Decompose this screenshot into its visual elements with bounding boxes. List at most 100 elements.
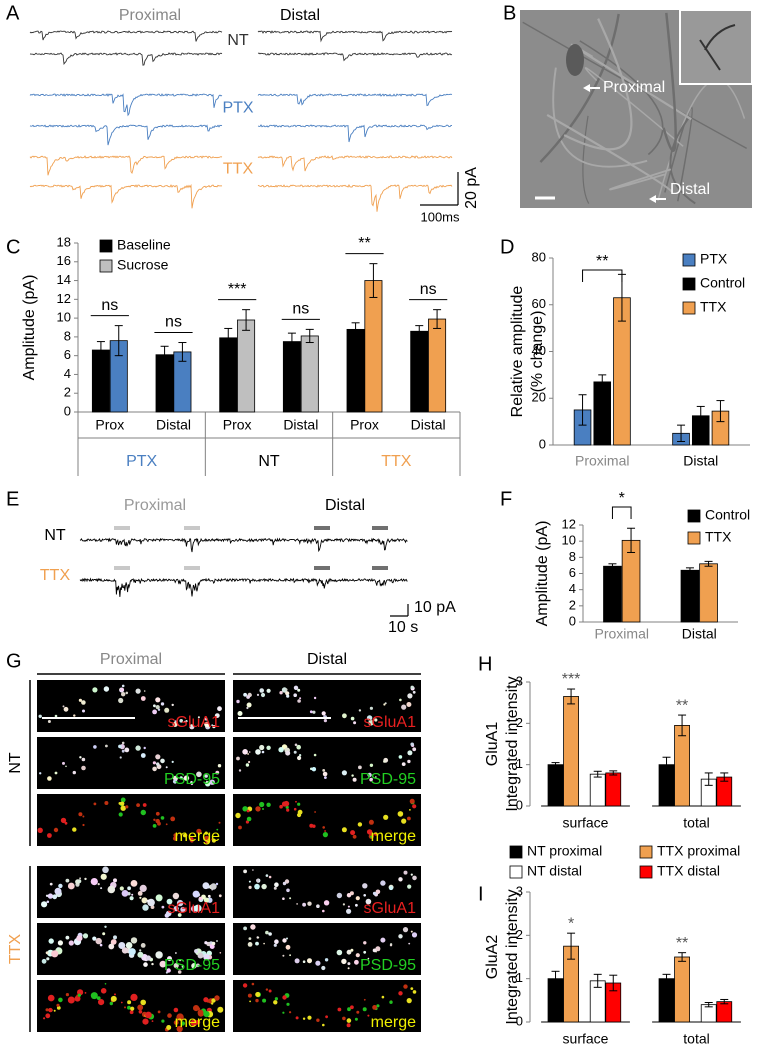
puncta [282, 995, 287, 1000]
y-tick-label: 4 [569, 581, 576, 596]
puncta [215, 882, 219, 886]
puncta [38, 714, 42, 718]
channel-label: merge [175, 1014, 220, 1031]
puncta [135, 745, 141, 751]
puncta [282, 954, 285, 957]
error-bar [677, 424, 686, 442]
error-bar [716, 400, 725, 423]
puncta [346, 949, 352, 955]
row-label: TTX [223, 161, 254, 178]
puncta [100, 887, 103, 890]
error-bar [609, 974, 618, 992]
puncta [312, 824, 316, 828]
puncta [412, 747, 417, 752]
puncta [211, 941, 216, 946]
y-tick-label: 2 [516, 927, 523, 942]
puncta [285, 805, 289, 809]
bar [219, 337, 238, 413]
puncta [119, 688, 121, 691]
puncta [39, 772, 42, 775]
puncta [242, 749, 248, 755]
error-bar [567, 688, 576, 705]
puncta [248, 880, 251, 883]
y-tick-label: 6 [569, 565, 576, 580]
puncta [217, 706, 222, 712]
puncta [137, 951, 144, 958]
error-bar [678, 952, 687, 962]
puncta [279, 804, 283, 809]
scale-label: 10 pA [414, 599, 456, 616]
puncta [97, 883, 100, 886]
x-tick-label: Proximal [595, 626, 649, 642]
puncta [58, 883, 63, 889]
puncta [245, 820, 249, 824]
x-tick-label: Distal [283, 417, 318, 433]
puncta [129, 896, 134, 901]
puncta [125, 691, 129, 695]
puncta [322, 771, 328, 777]
x-tick-label: total [683, 815, 709, 831]
legend-swatch [509, 865, 523, 879]
row-label: TTX [40, 567, 71, 584]
puncta [407, 693, 413, 699]
puncta [259, 688, 265, 693]
puncta [131, 893, 134, 896]
y-tick-label: 12 [57, 291, 71, 306]
puncta [401, 762, 406, 766]
puncta [57, 940, 64, 946]
puncta [203, 897, 210, 903]
micrograph [233, 737, 421, 789]
channel-label: sGluA1 [364, 714, 417, 731]
puncta [283, 800, 290, 807]
x-tick-label: Prox [95, 417, 124, 433]
trace [29, 124, 223, 146]
legend-swatch [639, 865, 653, 879]
puncta [286, 694, 290, 698]
puncta [45, 951, 49, 955]
error-bar [160, 345, 169, 364]
puncta [362, 883, 368, 889]
puncta [142, 904, 149, 911]
puncta [316, 904, 320, 908]
puncta [110, 995, 117, 1002]
stimulus-bar [372, 566, 388, 570]
puncta [142, 803, 147, 807]
puncta [246, 706, 249, 710]
puncta [166, 1025, 172, 1030]
puncta [152, 766, 157, 772]
puncta [342, 713, 347, 719]
puncta [90, 878, 98, 886]
puncta [177, 913, 182, 917]
puncta [125, 805, 129, 809]
puncta [381, 995, 385, 999]
puncta [121, 684, 125, 688]
puncta [118, 744, 122, 749]
puncta [102, 932, 106, 936]
puncta [282, 1011, 285, 1014]
puncta [242, 806, 248, 812]
puncta [262, 808, 264, 810]
error-bar [287, 332, 296, 351]
column-header: Proximal [119, 7, 181, 24]
puncta [82, 933, 89, 939]
puncta [286, 937, 288, 940]
puncta [179, 959, 182, 962]
y-axis-label: Integrated intensity [504, 676, 521, 811]
puncta [81, 700, 86, 705]
micrograph [233, 923, 421, 975]
puncta [129, 1010, 134, 1015]
puncta [125, 942, 133, 949]
error-bar [578, 394, 587, 426]
error-bar [114, 325, 123, 357]
puncta [153, 704, 156, 708]
puncta [347, 905, 350, 908]
puncta [297, 802, 301, 806]
puncta [79, 877, 81, 880]
bar [91, 349, 110, 413]
puncta [302, 960, 306, 963]
puncta [157, 1010, 161, 1014]
puncta [207, 894, 211, 898]
error-bar [567, 932, 576, 960]
puncta [246, 702, 252, 708]
puncta [172, 836, 178, 841]
